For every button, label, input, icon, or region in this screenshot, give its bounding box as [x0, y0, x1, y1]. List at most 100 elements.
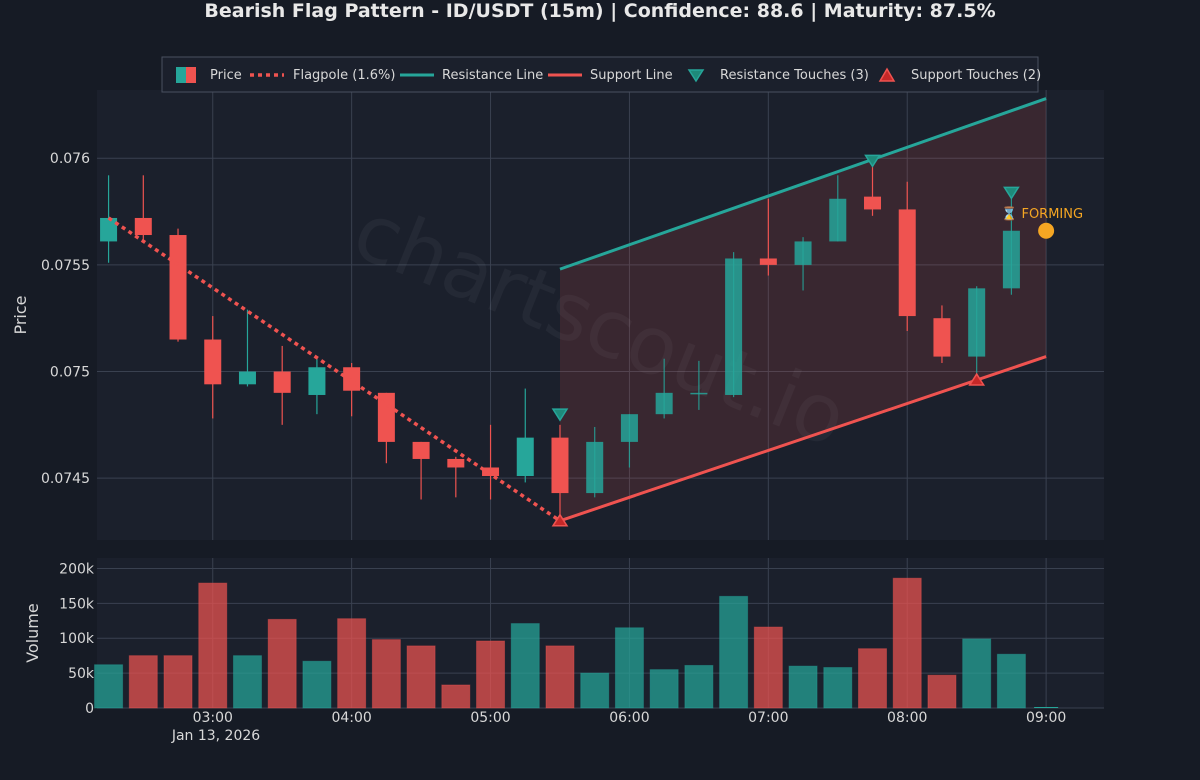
price-y-ticks: 0.076 0.0755 0.075 0.0745	[41, 151, 90, 487]
volume-y-tick-label: 0	[85, 701, 94, 717]
candles	[100, 162, 1020, 521]
candle-body	[134, 217, 152, 236]
candle-body	[794, 241, 812, 265]
chart-title: Bearish Flag Pattern - ID/USDT (15m) | C…	[204, 0, 995, 22]
legend-label-price: Price	[210, 68, 242, 83]
support-touch-marker	[551, 513, 569, 527]
candle-body	[412, 441, 430, 459]
volume-bar	[858, 648, 888, 709]
volume-y-tick-label: 200k	[59, 561, 95, 577]
volume-bar	[719, 595, 749, 709]
candle-body	[100, 217, 118, 242]
support-touch-swatch	[878, 67, 896, 82]
candle-body	[377, 392, 395, 442]
volume-bar	[337, 618, 367, 709]
volume-bar	[510, 623, 540, 709]
support-touch-marker	[968, 372, 986, 386]
volume-bar	[163, 655, 193, 709]
candle-body	[620, 414, 638, 442]
resistance-touch-marker	[1003, 186, 1020, 200]
volume-y-tick-label: 100k	[59, 631, 95, 647]
candle-body	[1002, 230, 1020, 289]
candle-body	[864, 196, 882, 210]
candle-body	[551, 437, 569, 494]
resistance-line	[559, 97, 1047, 271]
volume-bar	[614, 627, 644, 709]
legend-label-flagpole: Flagpole (1.6%)	[293, 68, 395, 83]
volume-panel: 200k 150k 100k 50k 0 Volume	[23, 558, 1104, 717]
volume-y-tick-label: 150k	[59, 596, 95, 612]
candle-body	[759, 258, 777, 265]
volume-bar	[267, 618, 297, 709]
candle-body	[898, 209, 916, 317]
volume-bar	[996, 653, 1026, 709]
legend-item-resistance: Resistance Line	[400, 68, 543, 83]
x-axis-ticks: 03:00 04:00 05:00 06:00 07:00 08:00 09:00	[193, 710, 1067, 726]
price-y-tick-label: 0.0755	[41, 258, 90, 274]
resistance-touch-marker	[864, 154, 881, 168]
price-y-tick-label: 0.0745	[41, 471, 90, 487]
volume-bar	[406, 645, 436, 709]
flagpole-line	[107, 216, 561, 523]
legend-item-resistance-touches: Resistance Touches (3)	[687, 68, 869, 83]
volume-bar	[371, 639, 401, 709]
volume-y-ticks: 200k 150k 100k 50k 0	[59, 561, 95, 717]
volume-bars	[94, 577, 1059, 709]
volume-bar	[128, 655, 158, 709]
x-tick-label: 08:00	[887, 710, 927, 726]
volume-bar	[302, 660, 332, 709]
legend-label-support-touches: Support Touches (2)	[911, 68, 1041, 83]
price-y-tick-label: 0.075	[50, 365, 90, 381]
legend-item-support-touches: Support Touches (2)	[878, 67, 1041, 83]
volume-bar	[198, 582, 228, 709]
x-tick-label: 03:00	[193, 710, 233, 726]
volume-bar	[823, 667, 853, 709]
x-tick-label: 09:00	[1026, 710, 1066, 726]
volume-bar	[962, 638, 992, 709]
candle-body	[516, 437, 534, 477]
volume-bar	[441, 684, 471, 709]
legend-item-price: Price	[176, 67, 242, 83]
candle-body	[447, 458, 465, 468]
flag-channel-fill	[559, 98, 1047, 521]
candle-body	[968, 288, 986, 357]
candle-body	[482, 467, 500, 477]
volume-bar	[788, 665, 818, 709]
volume-bar	[684, 664, 714, 709]
volume-bar	[94, 664, 124, 709]
legend-label-support: Support Line	[590, 68, 673, 83]
volume-bar	[927, 674, 957, 709]
candle-body	[933, 318, 951, 357]
forming-label: ⌛ FORMING	[1001, 206, 1083, 222]
x-tick-label: 05:00	[470, 710, 510, 726]
candle-body	[308, 367, 326, 395]
volume-bar	[476, 640, 506, 709]
legend-item-support: Support Line	[548, 68, 673, 83]
price-swatch-bear	[186, 67, 196, 83]
candle-body	[238, 371, 256, 385]
price-y-axis-label: Price	[11, 295, 30, 334]
volume-bar	[232, 655, 262, 709]
candle-body	[273, 371, 291, 393]
volume-y-tick-label: 50k	[68, 666, 95, 682]
x-tick-label: 04:00	[331, 710, 371, 726]
support-line	[559, 355, 1047, 523]
x-tick-label: 07:00	[748, 710, 788, 726]
legend: Price Flagpole (1.6%) Resistance Line Su…	[161, 56, 1041, 93]
candle-body	[204, 339, 222, 385]
legend-label-resistance: Resistance Line	[442, 68, 543, 83]
legend-label-resistance-touches: Resistance Touches (3)	[720, 68, 869, 83]
candle-body	[655, 392, 673, 415]
resistance-touch-swatch	[687, 69, 705, 83]
candle-body	[169, 235, 187, 340]
price-y-tick-label: 0.076	[50, 151, 90, 167]
resistance-touch-marker	[551, 408, 569, 422]
touch-markers	[551, 154, 1020, 527]
volume-y-axis-label: Volume	[23, 603, 42, 663]
volume-bar	[580, 672, 610, 709]
legend-box	[161, 56, 1039, 93]
candle-body	[690, 392, 708, 395]
